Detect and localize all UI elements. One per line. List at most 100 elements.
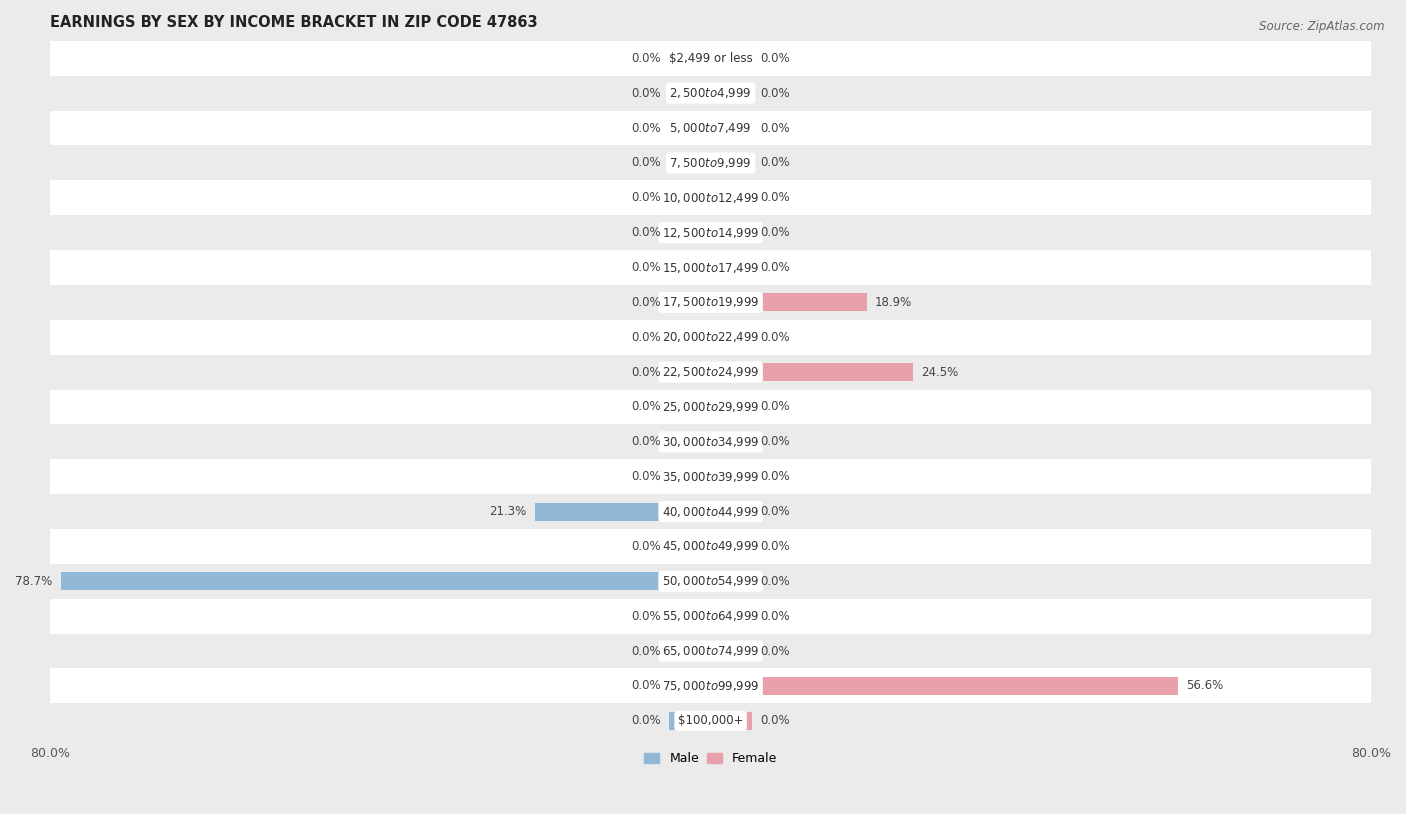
Bar <box>669 711 710 730</box>
Text: 0.0%: 0.0% <box>631 400 661 414</box>
Bar <box>534 502 710 521</box>
Bar <box>51 76 1371 111</box>
Bar <box>51 599 1371 633</box>
Text: $22,500 to $24,999: $22,500 to $24,999 <box>662 365 759 379</box>
Bar <box>51 111 1371 146</box>
Text: $25,000 to $29,999: $25,000 to $29,999 <box>662 400 759 414</box>
Text: $5,000 to $7,499: $5,000 to $7,499 <box>669 121 752 135</box>
Bar <box>669 433 710 451</box>
Bar <box>669 468 710 486</box>
Text: 0.0%: 0.0% <box>761 645 790 658</box>
Bar <box>710 642 752 660</box>
Text: 0.0%: 0.0% <box>631 610 661 623</box>
Bar <box>51 668 1371 703</box>
Text: 0.0%: 0.0% <box>761 540 790 553</box>
Legend: Male, Female: Male, Female <box>640 747 782 770</box>
Bar <box>710 224 752 242</box>
Text: 21.3%: 21.3% <box>489 505 526 518</box>
Bar <box>710 259 752 277</box>
Bar <box>669 293 710 312</box>
Text: 0.0%: 0.0% <box>631 121 661 134</box>
Text: 0.0%: 0.0% <box>761 52 790 65</box>
Text: $2,499 or less: $2,499 or less <box>669 52 752 65</box>
Bar <box>669 328 710 346</box>
Text: 18.9%: 18.9% <box>875 295 912 309</box>
Text: Source: ZipAtlas.com: Source: ZipAtlas.com <box>1260 20 1385 33</box>
Text: 0.0%: 0.0% <box>631 714 661 727</box>
Bar <box>710 607 752 625</box>
Bar <box>51 529 1371 564</box>
Text: 0.0%: 0.0% <box>631 470 661 484</box>
Text: $35,000 to $39,999: $35,000 to $39,999 <box>662 470 759 484</box>
Bar <box>669 84 710 103</box>
Text: 0.0%: 0.0% <box>631 52 661 65</box>
Text: 0.0%: 0.0% <box>761 330 790 344</box>
Text: 0.0%: 0.0% <box>631 156 661 169</box>
Text: 0.0%: 0.0% <box>761 505 790 518</box>
Text: 0.0%: 0.0% <box>761 86 790 99</box>
Text: 0.0%: 0.0% <box>631 86 661 99</box>
Bar <box>710 328 752 346</box>
Text: 0.0%: 0.0% <box>761 470 790 484</box>
Text: 0.0%: 0.0% <box>761 226 790 239</box>
Bar <box>51 285 1371 320</box>
Bar <box>669 119 710 137</box>
Bar <box>669 363 710 381</box>
Bar <box>51 320 1371 355</box>
Text: $15,000 to $17,499: $15,000 to $17,499 <box>662 260 759 274</box>
Text: $2,500 to $4,999: $2,500 to $4,999 <box>669 86 752 100</box>
Bar <box>51 355 1371 390</box>
Bar <box>51 424 1371 459</box>
Bar <box>669 537 710 555</box>
Bar <box>51 181 1371 215</box>
Bar <box>710 293 866 312</box>
Text: $45,000 to $49,999: $45,000 to $49,999 <box>662 540 759 554</box>
Bar <box>710 711 752 730</box>
Bar <box>51 703 1371 738</box>
Text: 0.0%: 0.0% <box>631 435 661 449</box>
Bar <box>710 84 752 103</box>
Text: $12,500 to $14,999: $12,500 to $14,999 <box>662 225 759 239</box>
Bar <box>669 224 710 242</box>
Text: $75,000 to $99,999: $75,000 to $99,999 <box>662 679 759 693</box>
Bar <box>710 537 752 555</box>
Text: 0.0%: 0.0% <box>631 226 661 239</box>
Bar <box>669 398 710 416</box>
Text: 0.0%: 0.0% <box>761 191 790 204</box>
Text: $17,500 to $19,999: $17,500 to $19,999 <box>662 295 759 309</box>
Bar <box>669 154 710 172</box>
Text: 0.0%: 0.0% <box>761 121 790 134</box>
Bar <box>669 677 710 695</box>
Text: $40,000 to $44,999: $40,000 to $44,999 <box>662 505 759 519</box>
Bar <box>710 502 752 521</box>
Bar <box>51 215 1371 250</box>
Text: 24.5%: 24.5% <box>921 365 959 379</box>
Bar <box>51 633 1371 668</box>
Bar <box>51 494 1371 529</box>
Bar <box>51 250 1371 285</box>
Text: 0.0%: 0.0% <box>761 400 790 414</box>
Bar <box>51 564 1371 599</box>
Bar <box>51 146 1371 181</box>
Text: 0.0%: 0.0% <box>761 156 790 169</box>
Text: 78.7%: 78.7% <box>15 575 52 588</box>
Text: 0.0%: 0.0% <box>631 330 661 344</box>
Text: 0.0%: 0.0% <box>761 261 790 274</box>
Text: $20,000 to $22,499: $20,000 to $22,499 <box>662 330 759 344</box>
Bar <box>710 119 752 137</box>
Text: 0.0%: 0.0% <box>631 261 661 274</box>
Bar <box>710 677 1178 695</box>
Text: 0.0%: 0.0% <box>761 575 790 588</box>
Text: $10,000 to $12,499: $10,000 to $12,499 <box>662 190 759 205</box>
Bar <box>710 154 752 172</box>
Bar <box>669 607 710 625</box>
Text: 0.0%: 0.0% <box>761 610 790 623</box>
Bar <box>710 433 752 451</box>
Bar <box>51 459 1371 494</box>
Bar <box>710 363 912 381</box>
Bar <box>669 189 710 207</box>
Bar <box>710 468 752 486</box>
Text: 0.0%: 0.0% <box>631 295 661 309</box>
Bar <box>669 259 710 277</box>
Text: 0.0%: 0.0% <box>631 365 661 379</box>
